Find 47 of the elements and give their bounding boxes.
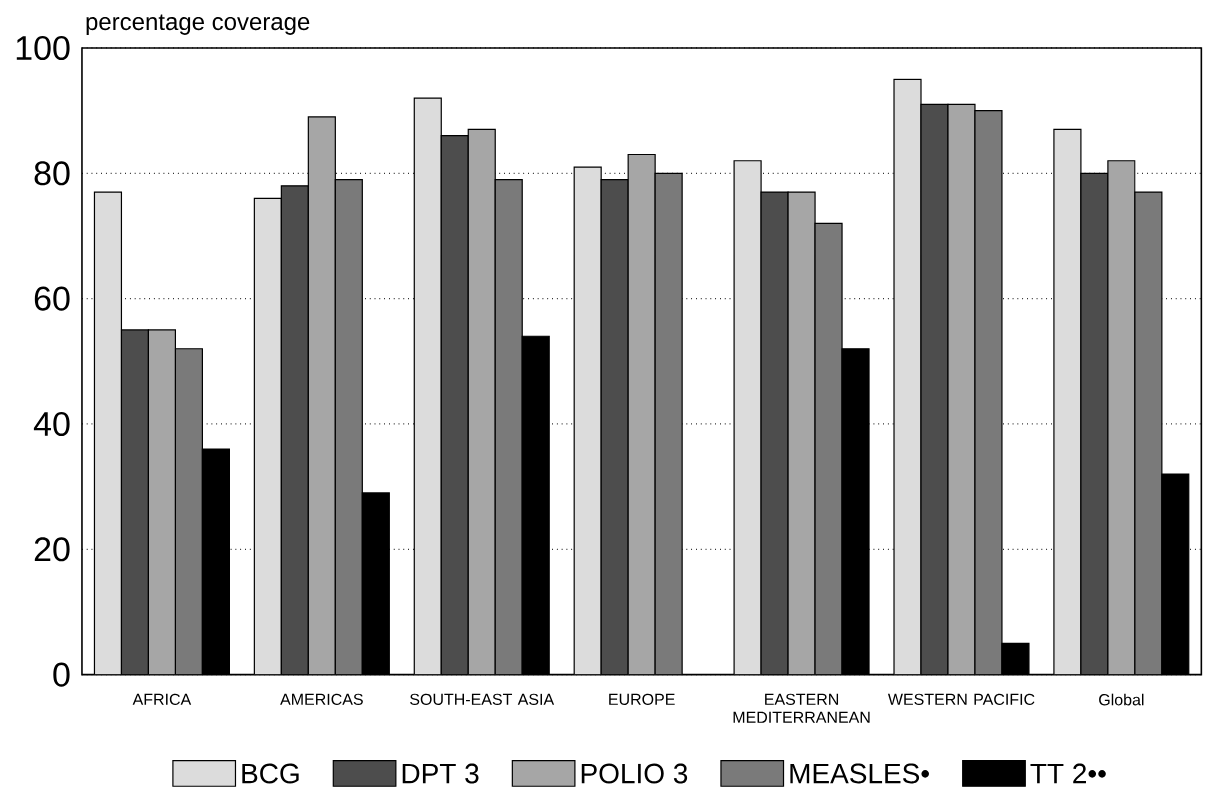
bar xyxy=(733,160,762,675)
x-tick-label: EUROPE xyxy=(609,693,675,706)
bar xyxy=(467,129,496,675)
bar xyxy=(814,223,843,675)
y-axis-title: percentage coverage xyxy=(86,14,310,36)
bar xyxy=(281,186,309,675)
bar xyxy=(254,198,282,675)
bar xyxy=(974,110,1003,675)
bar xyxy=(413,97,442,675)
bar xyxy=(440,135,469,675)
bar xyxy=(573,166,602,675)
bar xyxy=(174,348,203,675)
bar xyxy=(627,154,656,675)
bar xyxy=(147,329,177,675)
bar xyxy=(1053,129,1082,675)
bar xyxy=(654,172,683,675)
bar xyxy=(920,103,949,675)
bar xyxy=(93,191,123,675)
y-tick-label: 80 xyxy=(34,161,70,186)
legend-label: DPT 3 xyxy=(402,763,479,784)
bar xyxy=(893,78,922,675)
legend-label: POLIO 3 xyxy=(581,763,688,784)
bar xyxy=(760,191,789,675)
bar xyxy=(1134,191,1163,675)
bar xyxy=(335,179,363,675)
bar xyxy=(308,117,336,675)
y-tick-label: 60 xyxy=(34,286,70,311)
x-tick-label: SOUTH-EAST ASIA xyxy=(410,693,555,706)
legend-label: MEASLES• xyxy=(790,763,930,784)
y-tick-label: 20 xyxy=(34,537,70,562)
y-tick-label: 40 xyxy=(33,412,70,437)
x-tick-label: AFRICA xyxy=(132,693,192,706)
legend-label: BCG xyxy=(242,763,299,784)
y-tick-label: 0 xyxy=(53,662,70,687)
x-tick-label: WESTERN PACIFIC xyxy=(887,693,1035,706)
x-tick-label: AMERICAS xyxy=(280,693,363,706)
bar xyxy=(1080,172,1109,675)
x-tick-label: Global xyxy=(1099,693,1144,706)
x-tick-label: EASTERN MEDITERRANEAN xyxy=(733,693,870,724)
bar xyxy=(787,191,816,675)
bar xyxy=(600,179,629,675)
y-tick-label: 100 xyxy=(16,36,70,61)
bar xyxy=(1107,160,1136,675)
bar xyxy=(494,179,523,675)
legend-label: TT 2•• xyxy=(1030,763,1106,784)
bar xyxy=(120,329,150,675)
bar xyxy=(947,103,976,675)
